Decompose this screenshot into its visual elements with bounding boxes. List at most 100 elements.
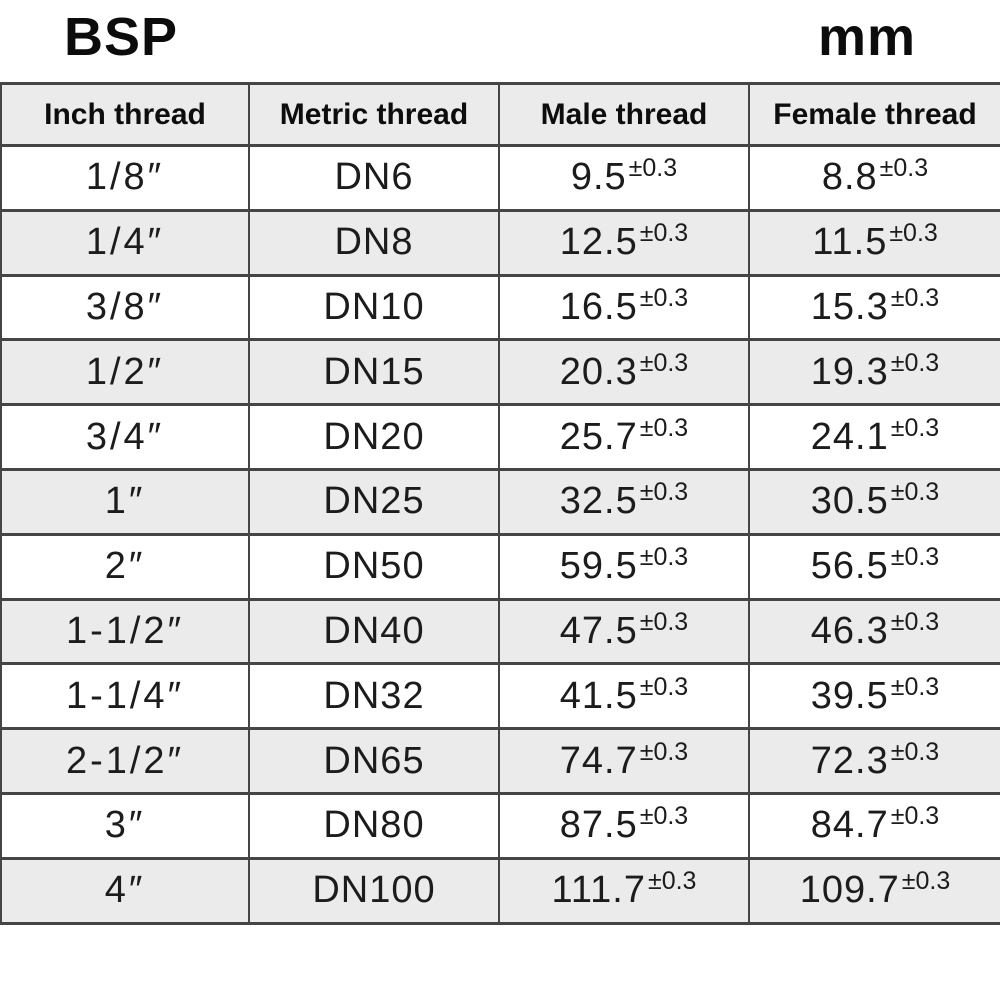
inch-thread-cell: 4″ — [0, 856, 250, 925]
female-thread-cell-value: 46.3 — [810, 609, 889, 652]
inch-thread-cell-value: 3/4″ — [85, 415, 165, 458]
tolerance-superscript: ±0.3 — [628, 154, 678, 183]
male-thread-cell: 25.7±0.3 — [498, 403, 750, 471]
tolerance-superscript: ±0.3 — [890, 543, 940, 572]
male-thread-cell-value: 25.7 — [559, 415, 638, 458]
inch-thread-cell: 3″ — [0, 791, 250, 860]
female-thread-cell: 39.5±0.3 — [748, 662, 1000, 731]
inch-thread-cell: 1/8″ — [0, 144, 250, 212]
female-thread-cell-value: 39.5 — [810, 674, 889, 717]
metric-thread-cell: DN80 — [248, 791, 500, 860]
inch-thread-cell-value: 4″ — [104, 869, 146, 912]
male-thread-cell-value: 9.5 — [570, 156, 627, 199]
inch-thread-cell-value: 3″ — [104, 804, 146, 847]
female-thread-cell: 109.7±0.3 — [748, 856, 1000, 925]
metric-thread-cell-value: DN6 — [334, 156, 414, 199]
male-thread-cell-value: 111.7 — [551, 869, 646, 912]
table-row: 1/8″ DN6 9.5±0.3 8.8±0.3 — [0, 144, 1000, 212]
tolerance-superscript: ±0.3 — [890, 478, 940, 507]
inch-thread-cell-value: 2″ — [104, 545, 146, 588]
tolerance-superscript: ±0.3 — [890, 672, 940, 701]
inch-thread-cell: 2-1/2″ — [0, 727, 250, 795]
inch-thread-cell-value: 1″ — [104, 480, 146, 523]
metric-thread-cell-value: DN65 — [323, 739, 425, 782]
male-thread-cell-value: 59.5 — [559, 545, 638, 588]
metric-thread-cell-value: DN8 — [334, 221, 414, 264]
male-thread-cell: 20.3±0.3 — [498, 338, 750, 407]
metric-thread-cell: DN65 — [248, 727, 500, 795]
male-thread-cell: 16.5±0.3 — [498, 273, 750, 342]
column-header-inch-thread: Inch thread — [0, 82, 250, 147]
table-row: 3″ DN80 87.5±0.3 84.7±0.3 — [0, 791, 1000, 860]
tolerance-superscript: ±0.3 — [890, 413, 940, 442]
male-thread-cell-value: 16.5 — [559, 285, 638, 328]
thread-size-table: Inch thread Metric thread Male thread Fe… — [0, 82, 1000, 925]
female-thread-cell-value: 15.3 — [810, 285, 889, 328]
female-thread-cell: 8.8±0.3 — [748, 144, 1000, 212]
metric-thread-cell: DN6 — [248, 144, 500, 212]
female-thread-cell: 15.3±0.3 — [748, 273, 1000, 342]
mm-unit-title: mm — [817, 7, 916, 67]
metric-thread-cell-value: DN80 — [323, 804, 425, 847]
tolerance-superscript: ±0.3 — [647, 867, 697, 896]
male-thread-cell-value: 12.5 — [559, 221, 638, 264]
table-header: Inch thread Metric thread Male thread Fe… — [0, 82, 1000, 147]
male-thread-cell-value: 47.5 — [559, 609, 638, 652]
female-thread-cell: 19.3±0.3 — [748, 338, 1000, 407]
metric-thread-cell-value: DN10 — [323, 285, 425, 328]
table-row: 4″ DN100 111.7±0.3 109.7±0.3 — [0, 856, 1000, 925]
inch-thread-cell: 1/4″ — [0, 208, 250, 277]
female-thread-cell: 30.5±0.3 — [748, 467, 1000, 536]
inch-thread-cell-value: 3/8″ — [85, 285, 165, 328]
metric-thread-cell-value: DN15 — [323, 350, 425, 393]
inch-thread-cell: 1-1/2″ — [0, 597, 250, 666]
tolerance-superscript: ±0.3 — [639, 478, 689, 507]
tolerance-superscript: ±0.3 — [639, 672, 689, 701]
male-thread-cell-value: 20.3 — [559, 350, 638, 393]
tolerance-superscript: ±0.3 — [879, 154, 929, 183]
male-thread-cell: 87.5±0.3 — [498, 791, 750, 860]
table-row: 1/2″ DN15 20.3±0.3 19.3±0.3 — [0, 338, 1000, 407]
metric-thread-cell: DN50 — [248, 532, 500, 601]
metric-thread-cell: DN10 — [248, 273, 500, 342]
tolerance-superscript: ±0.3 — [639, 802, 689, 831]
male-thread-cell: 32.5±0.3 — [498, 467, 750, 536]
inch-thread-cell-value: 1-1/4″ — [65, 674, 185, 717]
inch-thread-cell: 3/4″ — [0, 403, 250, 471]
tolerance-superscript: ±0.3 — [890, 283, 940, 312]
inch-thread-cell: 2″ — [0, 532, 250, 601]
metric-thread-cell-value: DN32 — [323, 674, 425, 717]
male-thread-cell: 111.7±0.3 — [498, 856, 750, 925]
female-thread-cell-value: 19.3 — [810, 350, 889, 393]
tolerance-superscript: ±0.3 — [890, 607, 940, 636]
tolerance-superscript: ±0.3 — [901, 867, 951, 896]
female-thread-cell-value: 109.7 — [799, 869, 900, 912]
metric-thread-cell: DN8 — [248, 208, 500, 277]
female-thread-cell-value: 30.5 — [810, 480, 889, 523]
table-row: 1-1/4″ DN32 41.5±0.3 39.5±0.3 — [0, 662, 1000, 731]
metric-thread-cell: DN40 — [248, 597, 500, 666]
inch-thread-cell-value: 1/4″ — [85, 221, 165, 264]
tolerance-superscript: ±0.3 — [639, 737, 689, 766]
inch-thread-cell: 1-1/4″ — [0, 662, 250, 731]
tolerance-superscript: ±0.3 — [889, 219, 938, 248]
metric-thread-cell-value: DN25 — [323, 480, 425, 523]
table-body: 1/8″ DN6 9.5±0.3 8.8±0.3 1/4″ DN8 12.5±0.3 11.5… — [0, 144, 1000, 925]
female-thread-cell: 72.3±0.3 — [748, 727, 1000, 795]
male-thread-cell-value: 32.5 — [559, 480, 638, 523]
female-thread-cell: 24.1±0.3 — [748, 403, 1000, 471]
female-thread-cell-value: 56.5 — [810, 545, 889, 588]
female-thread-cell-value: 84.7 — [810, 804, 889, 847]
tolerance-superscript: ±0.3 — [639, 219, 689, 248]
metric-thread-cell-value: DN20 — [323, 415, 425, 458]
male-thread-cell: 9.5±0.3 — [498, 144, 750, 212]
column-header-metric-thread: Metric thread — [248, 82, 500, 147]
tolerance-superscript: ±0.3 — [639, 348, 689, 377]
tolerance-superscript: ±0.3 — [890, 802, 940, 831]
inch-thread-cell: 1/2″ — [0, 338, 250, 407]
inch-thread-cell-value: 1-1/2″ — [65, 609, 185, 652]
column-header-male-thread: Male thread — [498, 82, 750, 147]
tolerance-superscript: ±0.3 — [890, 737, 940, 766]
table-row: 1-1/2″ DN40 47.5±0.3 46.3±0.3 — [0, 597, 1000, 666]
female-thread-cell-value: 11.5 — [812, 221, 888, 264]
